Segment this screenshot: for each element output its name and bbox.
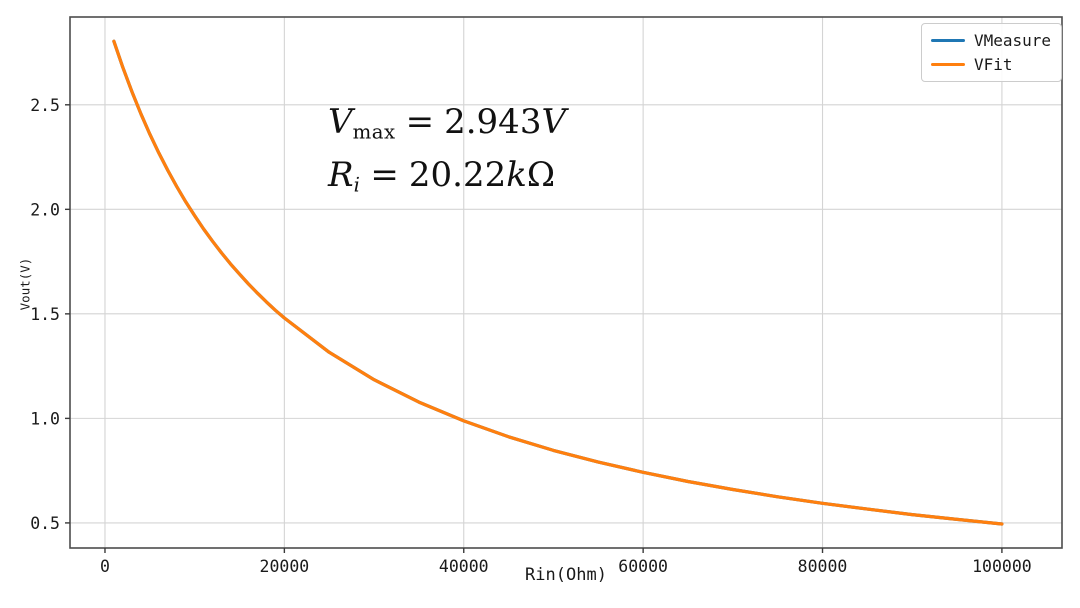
vfit-line-swatch [931,63,965,66]
annotation-unit: V [541,102,567,142]
annotation-var: R [328,154,354,195]
legend-item-vfit: VFit [931,55,1051,74]
annotation-var: V [328,102,353,142]
y-axis-label: Vout(V) [17,257,33,311]
vmeasure-line-swatch [931,39,965,42]
y-tick-label: 2.0 [30,200,60,219]
annotation-subscript: max [352,120,396,144]
y-tick-label: 1.5 [30,305,60,324]
y-tick-label: 0.5 [30,514,60,533]
annotation-unit-2: Ω [526,154,556,195]
legend: VMeasure VFit [921,23,1063,82]
x-tick-label: 100000 [972,557,1032,576]
x-tick-label: 0 [100,557,110,576]
y-tick-label: 2.5 [30,96,60,115]
fit-annotation: Vmax = 2.943V Ri = 20.22kΩ [328,104,566,210]
annotation-equals: = [370,154,399,195]
y-tick-label: 1.0 [30,409,60,428]
x-tick-label: 60000 [618,557,668,576]
x-axis-label: Rin(Ohm) [525,565,607,585]
annotation-value: 20.22 [408,154,507,195]
annotation-value: 2.943 [444,102,542,142]
annotation-subscript: i [353,173,361,197]
x-tick-label: 40000 [439,557,489,576]
x-tick-label: 80000 [798,557,848,576]
annotation-ri: Ri = 20.22kΩ [328,154,566,197]
legend-label-vmeasure: VMeasure [974,31,1052,50]
legend-item-vmeasure: VMeasure [931,31,1051,50]
plot-frame [69,16,1063,549]
legend-label-vfit: VFit [974,55,1013,74]
annotation-vmax: Vmax = 2.943V [328,104,566,143]
x-tick-label: 20000 [260,557,310,576]
annotation-equals: = [405,102,435,142]
annotation-unit: k [506,154,527,195]
vfit-line [112,39,1004,526]
